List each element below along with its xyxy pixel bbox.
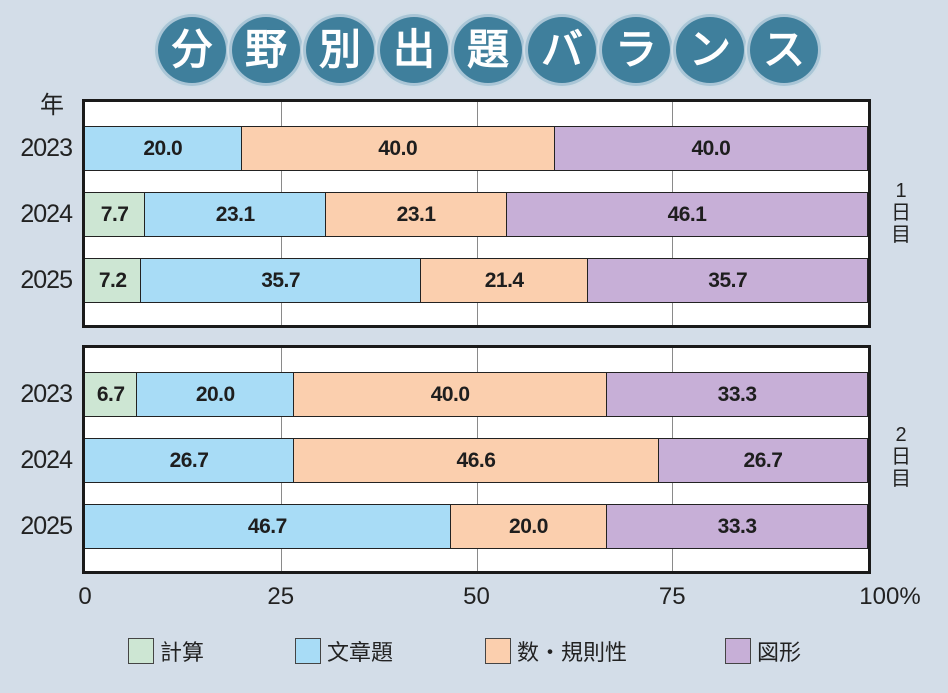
bar-segment-文章題: 35.7 [141,258,421,303]
x-tick-label: 0 [78,583,92,610]
title-char-badge: ラ [602,17,670,83]
day1-panel: 20.0 40.0 40.0 7.7 23.1 23.1 46.1 7.2 35.7 21.4 35… [82,99,871,328]
day2-panel: 6.7 20.0 40.0 33.3 26.7 46.6 26.7 46.7 20.0 33.3 [82,345,871,574]
title-char-badge: 題 [454,17,522,83]
bar-segment-数・規則性: 23.1 [326,192,508,237]
legend-swatch [128,638,154,664]
bar-segment-文章題: 20.0 [137,372,295,417]
day-label-char: 目 [891,468,911,490]
bar-segment-図形: 33.3 [607,372,868,417]
title-char-badge: 分 [158,17,226,83]
bar-segment-数・規則性: 46.6 [294,438,659,483]
year-axis-header: 年 [40,92,64,119]
legend-item: 文章題 [295,636,393,666]
day-label-char: 1 [895,180,907,202]
day-label-char: 日 [891,202,911,224]
legend-item: 数・規則性 [485,636,627,666]
x-tick-label: 75 [658,583,686,610]
legend-item: 計算 [128,636,204,666]
bar-segment-計算: 6.7 [85,372,138,417]
legend-swatch [485,638,511,664]
year-label: 2024 [20,200,73,228]
bar-row-2024: 26.7 46.6 26.7 [85,438,868,483]
bar-segment-数・規則性: 21.4 [420,258,589,303]
bar-segment-数・規則性: 20.0 [450,504,608,549]
bar-segment-図形: 26.7 [658,438,868,483]
legend-label: 図形 [757,640,802,665]
bar-segment-図形: 40.0 [554,126,868,171]
bar-row-2023: 6.7 20.0 40.0 33.3 [85,372,868,417]
bar-segment-数・規則性: 40.0 [241,126,555,171]
title-char-badge: ス [750,17,818,83]
bar-segment-図形: 33.3 [607,504,868,549]
title-char-badge: バ [528,17,596,83]
bar-segment-計算: 7.2 [85,258,142,303]
title-char-badge: 野 [232,17,300,83]
bar-segment-図形: 35.7 [588,258,868,303]
x-tick-label: 100% [859,583,921,610]
legend-swatch [725,638,751,664]
title-char-badge: 別 [306,17,374,83]
bar-row-2025: 7.2 35.7 21.4 35.7 [85,258,868,303]
day-label-char: 目 [891,224,911,246]
legend-item: 図形 [725,636,801,666]
bar-segment-計算: 7.7 [85,192,146,237]
legend-label: 計算 [160,640,205,665]
day-label-char: 日 [891,446,911,468]
bar-row-2024: 7.7 23.1 23.1 46.1 [85,192,868,237]
day-label-char: 2 [895,424,907,446]
legend-label: 文章題 [327,640,394,665]
bar-segment-文章題: 46.7 [85,504,451,549]
year-label: 2025 [20,512,73,540]
title-char-badge: 出 [380,17,448,83]
chart-title: 分野別出題バランス [158,17,818,83]
bar-segment-文章題: 26.7 [85,438,295,483]
legend-label: 数・規則性 [517,640,628,665]
bar-row-2023: 20.0 40.0 40.0 [85,126,868,171]
bar-segment-文章題: 23.1 [145,192,327,237]
bar-segment-図形: 46.1 [507,192,868,237]
legend-swatch [295,638,321,664]
x-tick-label: 25 [267,583,295,610]
x-tick-label: 50 [463,583,490,610]
bar-segment-数・規則性: 40.0 [294,372,608,417]
year-label: 2024 [20,446,73,474]
year-label: 2023 [20,134,73,162]
bar-segment-文章題: 20.0 [85,126,242,171]
title-char-badge: ン [676,17,744,83]
year-label: 2023 [20,380,73,408]
bar-row-2025: 46.7 20.0 33.3 [85,504,868,549]
year-label: 2025 [20,266,73,294]
